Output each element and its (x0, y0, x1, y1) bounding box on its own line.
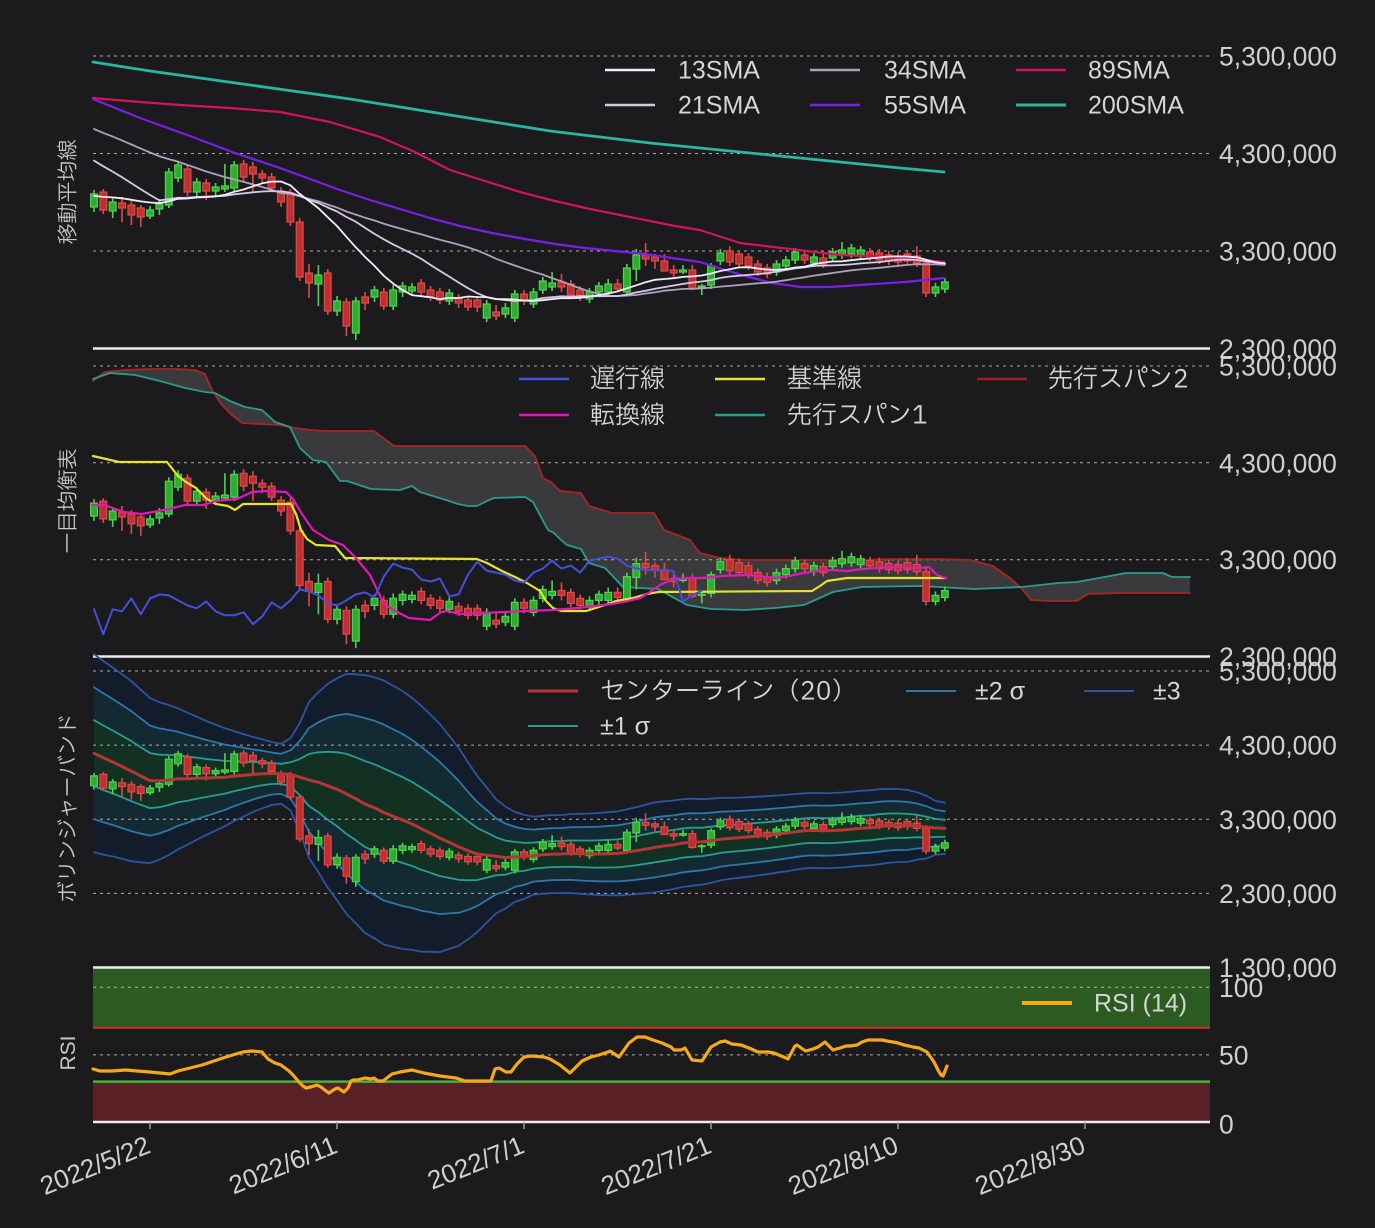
svg-text:±2 σ: ±2 σ (975, 678, 1026, 706)
svg-text:200SMA: 200SMA (1088, 92, 1184, 120)
svg-text:5,300,000: 5,300,000 (1219, 657, 1337, 687)
svg-text:RSI: RSI (57, 1035, 80, 1070)
svg-text:2,300,000: 2,300,000 (1219, 642, 1337, 672)
svg-text:13SMA: 13SMA (678, 57, 760, 85)
svg-text:±1 σ: ±1 σ (600, 713, 651, 741)
svg-text:5,300,000: 5,300,000 (1219, 352, 1337, 382)
svg-text:34SMA: 34SMA (884, 57, 966, 85)
svg-text:RSI (14): RSI (14) (1094, 990, 1187, 1018)
svg-text:0: 0 (1219, 1110, 1234, 1140)
svg-text:3,300,000: 3,300,000 (1219, 805, 1337, 835)
svg-text:89SMA: 89SMA (1088, 57, 1170, 85)
svg-text:1,300,000: 1,300,000 (1219, 953, 1337, 983)
svg-text:5,300,000: 5,300,000 (1219, 42, 1337, 72)
svg-text:4,300,000: 4,300,000 (1219, 139, 1337, 169)
svg-text:3,300,000: 3,300,000 (1219, 545, 1337, 575)
svg-text:50: 50 (1219, 1040, 1248, 1070)
svg-text:2,300,000: 2,300,000 (1219, 879, 1337, 909)
svg-text:21SMA: 21SMA (678, 92, 760, 120)
svg-text:55SMA: 55SMA (884, 92, 966, 120)
svg-text:2,300,000: 2,300,000 (1219, 334, 1337, 364)
svg-text:100: 100 (1219, 973, 1263, 1003)
svg-text:4,300,000: 4,300,000 (1219, 731, 1337, 761)
svg-text:4,300,000: 4,300,000 (1219, 448, 1337, 478)
svg-text:±3: ±3 (1153, 678, 1181, 706)
svg-text:3,300,000: 3,300,000 (1219, 237, 1337, 267)
